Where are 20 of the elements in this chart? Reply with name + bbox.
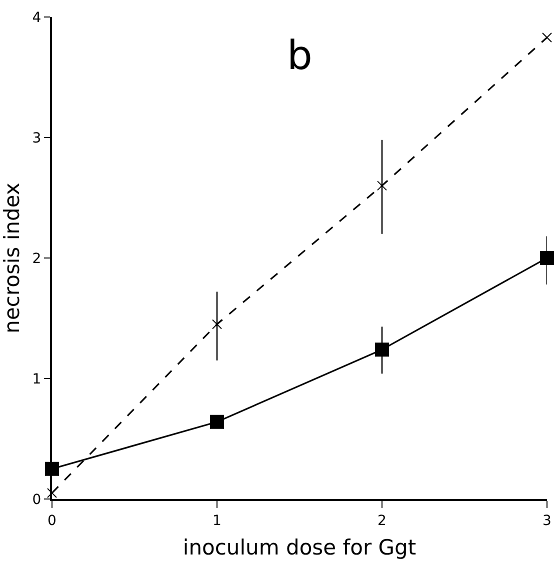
y-tick-label: 3 [32,130,42,146]
point [540,251,554,265]
point [375,342,389,357]
point [210,414,224,429]
annotation: b [287,33,312,79]
x-tick-label: 1 [212,512,222,529]
y-tick-label: 0 [32,492,42,508]
point [542,32,552,42]
point [47,488,57,498]
x-tick-label: 2 [378,512,386,529]
point [212,319,222,330]
y-tick-label: 1 [32,371,42,388]
y-axis-title: necrosis index [0,182,24,334]
point [377,180,387,191]
y-tick-label: 4 [32,10,42,26]
y-tick-label: 2 [32,250,42,267]
x-tick-label: 0 [48,512,56,529]
point [45,462,59,476]
x-tick-label: 3 [542,512,552,529]
x-axis-title: inoculum dose for Ggt [182,536,416,560]
